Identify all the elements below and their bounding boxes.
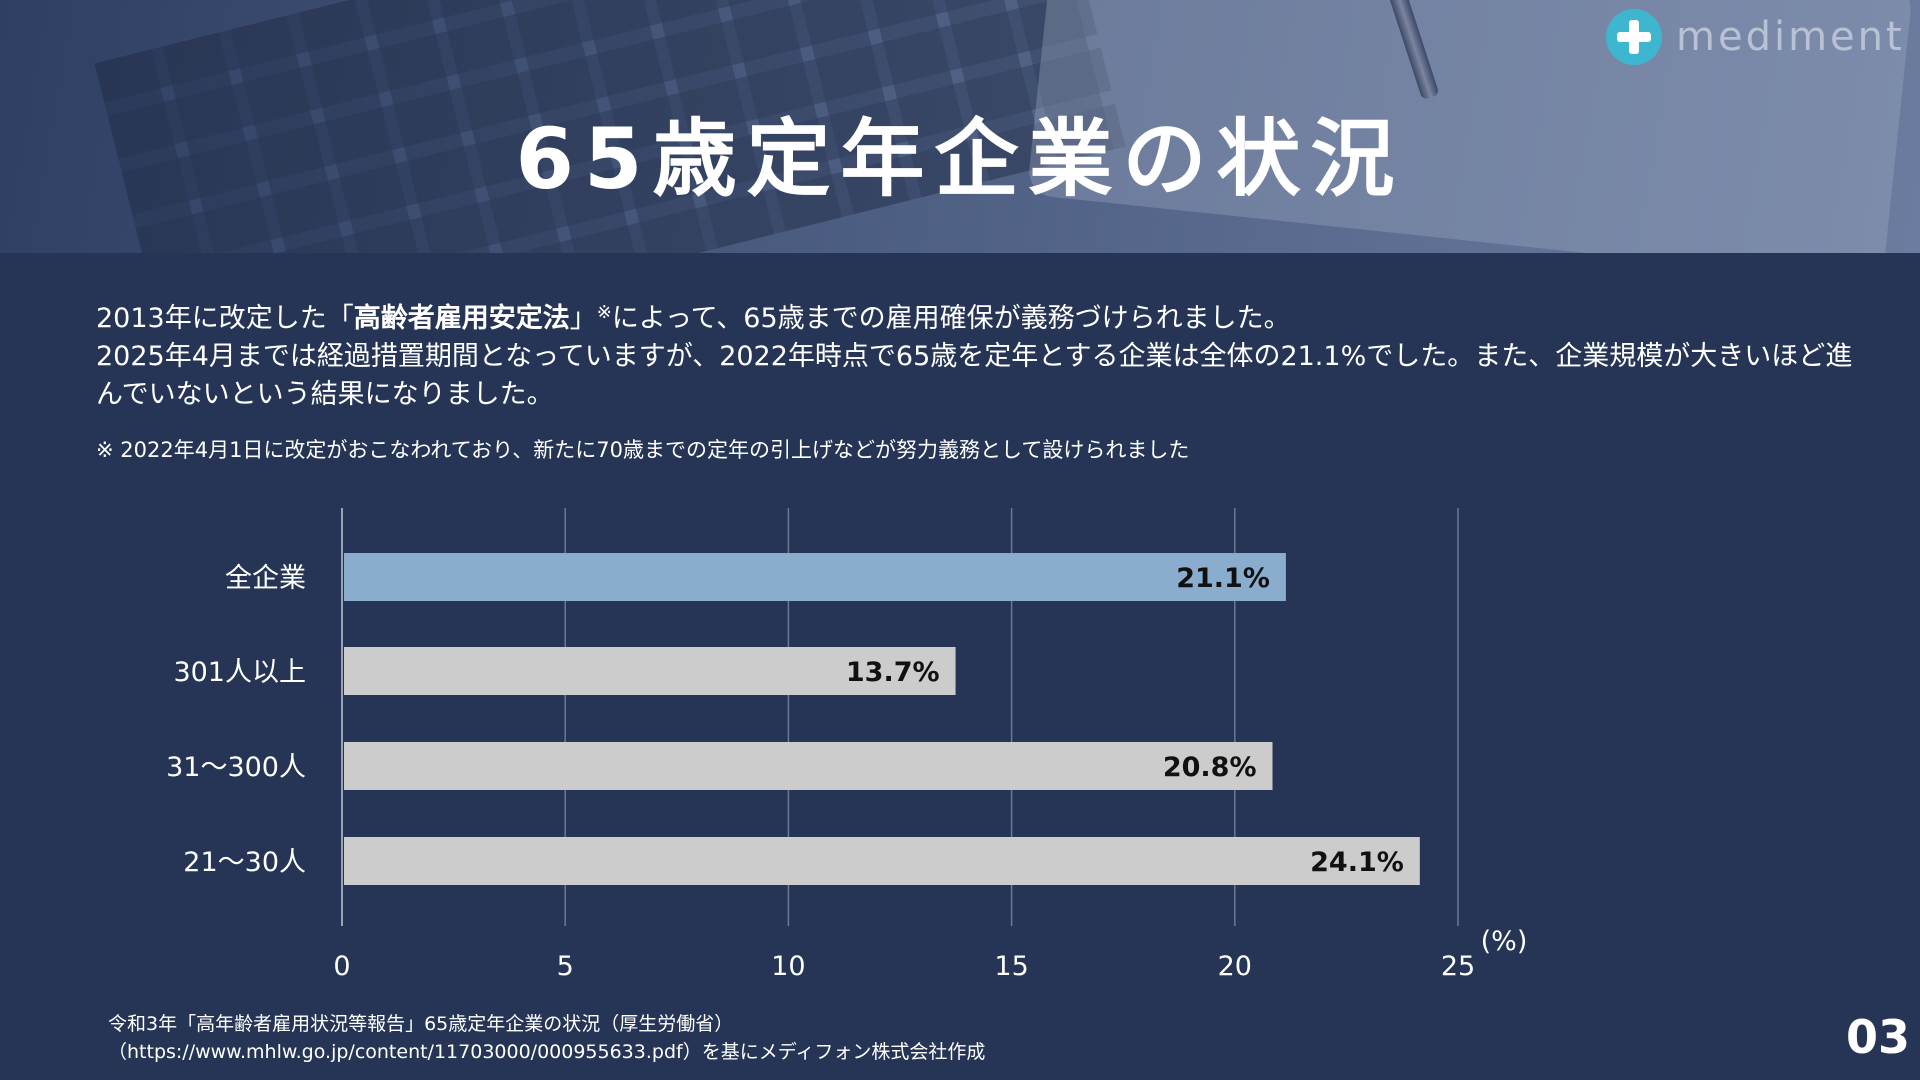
plus-circle-icon <box>1606 9 1662 65</box>
intro-line-2: 2025年4月までは経過措置期間となっていますが、2022年時点で65歳を定年と… <box>96 341 1853 410</box>
bar <box>344 553 1286 601</box>
category-label: 31～300人 <box>166 752 306 783</box>
x-tick-label: 25 <box>1441 951 1475 982</box>
law-name: 高齢者雇用安定法 <box>353 303 570 334</box>
header-banner: 65歳定年企業の状況 mediment <box>0 0 1920 253</box>
x-tick-label: 0 <box>333 951 350 982</box>
intro-text: 2013年に改定した「高齢者雇用安定法」※によって、65歳までの雇用確保が義務づ… <box>96 300 1876 414</box>
intro-text-segment: によって、65歳までの雇用確保が義務づけられました。 <box>611 303 1291 334</box>
page-number: 03 <box>1845 1010 1910 1064</box>
source-line-2: （https://www.mhlw.go.jp/content/11703000… <box>108 1041 986 1063</box>
bar <box>344 837 1420 885</box>
source-line-1: 令和3年「高年齢者雇用状況等報告」65歳定年企業の状況（厚生労働省） <box>108 1013 734 1035</box>
intro-line-1: 2013年に改定した「高齢者雇用安定法」※によって、65歳までの雇用確保が義務づ… <box>96 300 1876 338</box>
axis-unit-label: (%) <box>1481 926 1528 957</box>
logo-text: mediment <box>1676 14 1905 60</box>
x-tick-label: 10 <box>771 951 805 982</box>
x-tick-label: 15 <box>994 951 1028 982</box>
data-label: 20.8% <box>1163 752 1257 783</box>
category-label: 21～30人 <box>183 847 306 878</box>
data-label: 24.1% <box>1310 847 1404 878</box>
footnote-mark: ※ <box>596 302 612 323</box>
intro-text-segment: 」 <box>569 303 597 334</box>
brand-logo: mediment <box>1606 9 1905 65</box>
x-tick-label: 5 <box>557 951 574 982</box>
bar <box>344 742 1273 790</box>
intro-text-segment: 2013年に改定した「 <box>96 303 354 334</box>
data-label: 13.7% <box>846 657 940 688</box>
source-citation: 令和3年「高年齢者雇用状況等報告」65歳定年企業の状況（厚生労働省） （http… <box>108 1010 985 1066</box>
category-label: 全企業 <box>225 563 306 594</box>
page-title: 65歳定年企業の状況 <box>515 110 1405 208</box>
category-label: 301人以上 <box>173 657 306 688</box>
footnote: ※ 2022年4月1日に改定がおこなわれており、新たに70歳までの定年の引上げな… <box>96 438 1190 462</box>
bar <box>344 647 956 695</box>
data-label: 21.1% <box>1176 563 1270 594</box>
x-tick-label: 20 <box>1218 951 1252 982</box>
